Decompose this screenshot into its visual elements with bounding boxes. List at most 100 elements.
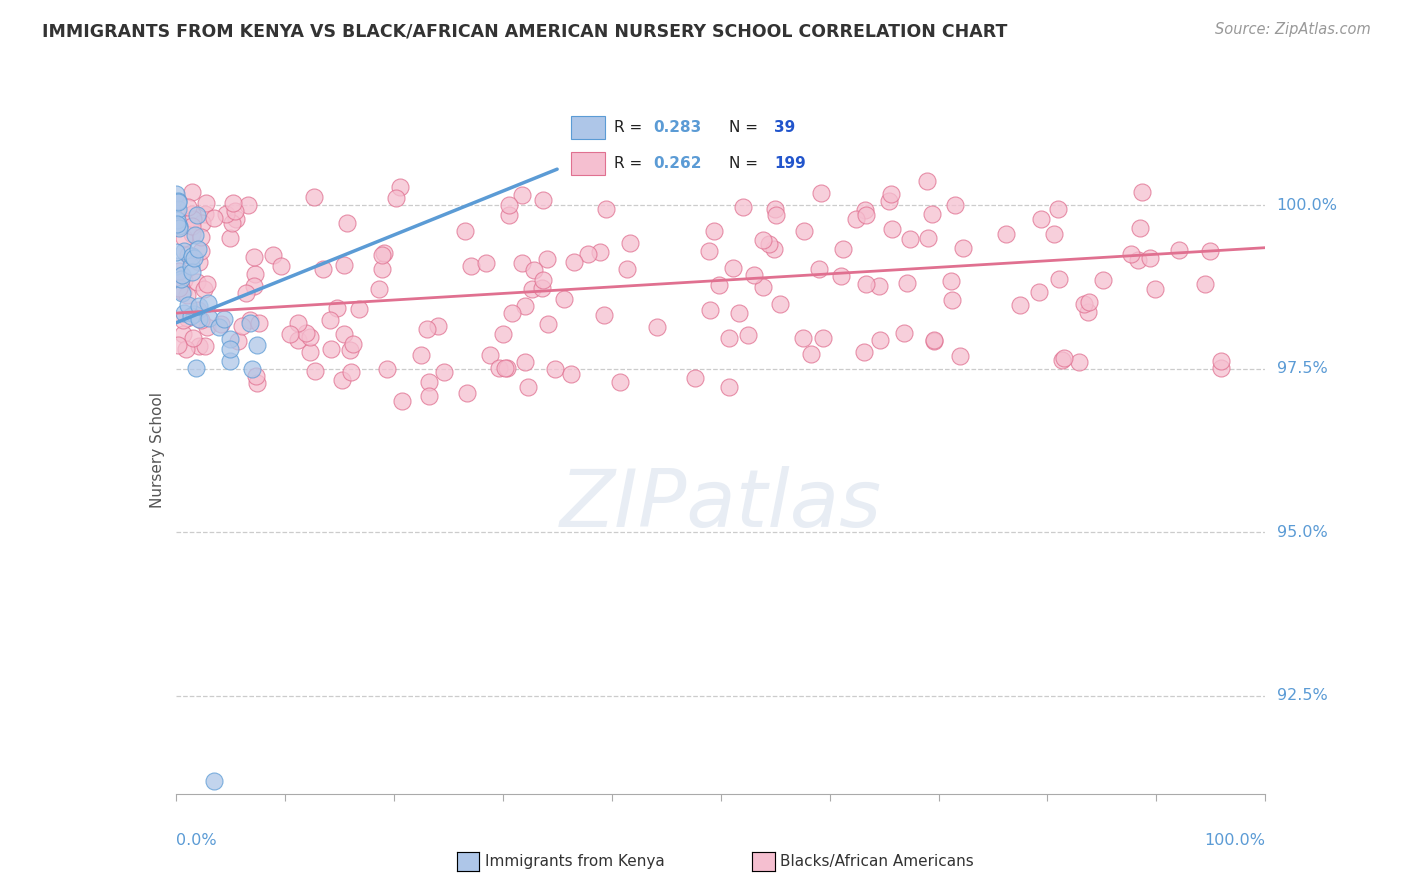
Point: [188, 255, 211, 269]
Point: [167, 264, 190, 278]
Text: 0.283: 0.283: [652, 120, 702, 135]
Point: [219, 231, 242, 245]
Point: [1168, 244, 1191, 258]
Bar: [571, 152, 605, 175]
Point: [166, 338, 188, 352]
Point: [174, 342, 197, 356]
Point: [371, 247, 394, 261]
Point: [187, 302, 209, 317]
Point: [763, 202, 786, 217]
Point: [278, 326, 301, 341]
Point: [697, 244, 720, 259]
Text: N =: N =: [728, 156, 762, 171]
Point: [176, 288, 198, 302]
Point: [917, 231, 939, 245]
Point: [742, 268, 765, 282]
Point: [1144, 282, 1167, 296]
Point: [391, 393, 413, 408]
Point: [409, 348, 432, 362]
Point: [195, 320, 218, 334]
Point: [177, 248, 200, 262]
Point: [167, 219, 190, 233]
Y-axis label: Nursery School: Nursery School: [149, 392, 165, 508]
Point: [517, 380, 540, 394]
Point: [165, 259, 187, 273]
Point: [868, 278, 890, 293]
Point: [810, 186, 832, 200]
Point: [166, 218, 188, 232]
Point: [173, 230, 195, 244]
Point: [319, 342, 342, 356]
Point: [295, 326, 318, 340]
Point: [765, 208, 787, 222]
Point: [184, 360, 207, 375]
Text: 100.0%: 100.0%: [1277, 198, 1337, 212]
Point: [718, 331, 741, 345]
Point: [239, 316, 262, 330]
Point: [683, 371, 706, 385]
Point: [1050, 353, 1073, 368]
Point: [172, 268, 194, 282]
Point: [209, 317, 232, 331]
Point: [807, 261, 830, 276]
Text: 0.0%: 0.0%: [176, 833, 217, 847]
Point: [180, 260, 202, 274]
Point: [190, 230, 212, 244]
Point: [177, 298, 200, 312]
Point: [855, 208, 877, 222]
Point: [415, 321, 437, 335]
Text: IMMIGRANTS FROM KENYA VS BLACK/AFRICAN AMERICAN NURSERY SCHOOL CORRELATION CHART: IMMIGRANTS FROM KENYA VS BLACK/AFRICAN A…: [42, 22, 1008, 40]
Point: [877, 194, 900, 208]
Point: [173, 306, 195, 320]
Point: [385, 191, 408, 205]
Point: [560, 367, 582, 381]
Point: [762, 242, 785, 256]
Point: [193, 282, 215, 296]
Point: [922, 333, 945, 347]
Point: [218, 354, 240, 368]
Point: [703, 223, 725, 237]
Point: [501, 306, 523, 320]
Point: [181, 185, 204, 199]
Point: [454, 224, 477, 238]
Point: [231, 319, 253, 334]
Point: [531, 194, 554, 208]
Point: [723, 261, 745, 276]
Point: [224, 203, 246, 218]
Point: [247, 316, 270, 330]
Text: ZIPatlas: ZIPatlas: [560, 467, 882, 544]
Text: 95.0%: 95.0%: [1277, 524, 1327, 540]
Point: [752, 280, 775, 294]
Point: [811, 331, 834, 345]
Point: [208, 320, 231, 334]
Point: [869, 333, 891, 347]
Point: [752, 234, 775, 248]
Point: [707, 278, 730, 293]
Point: [245, 368, 267, 383]
Point: [515, 354, 537, 368]
Point: [855, 277, 877, 291]
Point: [299, 344, 322, 359]
Point: [922, 334, 945, 348]
Point: [488, 361, 510, 376]
Point: [181, 331, 204, 345]
Point: [195, 277, 218, 292]
Point: [898, 232, 921, 246]
Point: [418, 375, 440, 389]
Point: [190, 244, 212, 259]
Point: [184, 228, 207, 243]
Point: [728, 306, 751, 320]
Point: [1130, 185, 1153, 199]
Point: [769, 297, 792, 311]
Point: [1043, 227, 1066, 241]
Point: [166, 202, 188, 216]
Point: [170, 272, 193, 286]
Point: [1211, 354, 1233, 368]
Point: [298, 330, 321, 344]
Point: [312, 261, 335, 276]
Point: [319, 313, 342, 327]
Text: 0.262: 0.262: [652, 156, 702, 171]
Point: [1199, 244, 1222, 258]
Point: [302, 190, 325, 204]
Point: [165, 187, 187, 202]
